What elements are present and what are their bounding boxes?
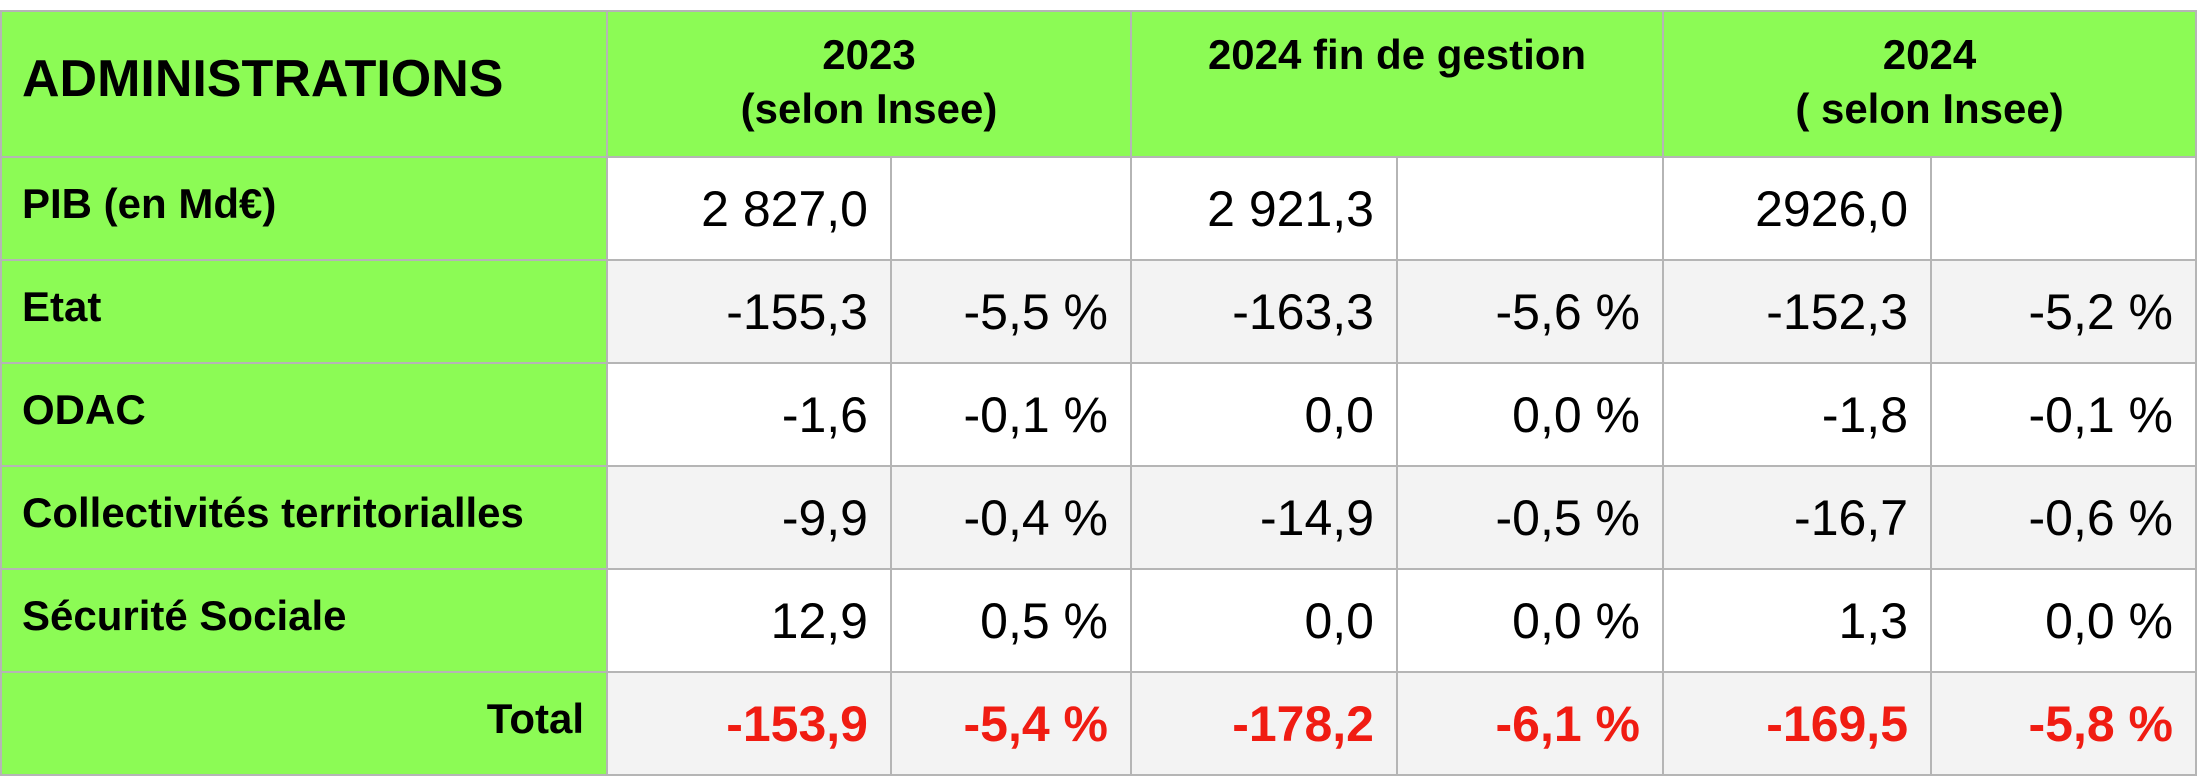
table-row-etat: Etat -155,3 -5,5 % -163,3 -5,6 % -152,3 … bbox=[0, 259, 2198, 364]
total-cell: -178,2 bbox=[1130, 671, 1398, 776]
table-cell: -1,6 bbox=[606, 362, 892, 467]
table-cell: -9,9 bbox=[606, 465, 892, 570]
total-cell: -6,1 % bbox=[1395, 671, 1665, 776]
table-row-total: Total -153,9 -5,4 % -178,2 -6,1 % -169,5… bbox=[0, 671, 2198, 776]
row-label: PIB (en Md€) bbox=[0, 156, 608, 261]
row-label: Sécurité Sociale bbox=[0, 568, 608, 673]
table-cell: -0,5 % bbox=[1395, 465, 1665, 570]
header-row: ADMINISTRATIONS 2023 (selon Insee) 2024 … bbox=[0, 10, 2198, 158]
table-cell: 0,0 bbox=[1130, 568, 1398, 673]
column-header-2024-fin-de-gestion: 2024 fin de gestion bbox=[1129, 10, 1665, 158]
table-cell: -16,7 bbox=[1662, 465, 1933, 570]
column-header-line: 2024 bbox=[1882, 31, 1977, 78]
total-cell: -169,5 bbox=[1662, 671, 1933, 776]
table-cell: -1,8 bbox=[1662, 362, 1933, 467]
table-cell: -5,2 % bbox=[1930, 259, 2198, 364]
table-cell: 2 921,3 bbox=[1130, 156, 1398, 261]
table-cell: 0,0 bbox=[1130, 362, 1398, 467]
table-cell: -5,6 % bbox=[1395, 259, 1665, 364]
table-cell: -0,1 % bbox=[1930, 362, 2198, 467]
column-header-line: ( selon Insee) bbox=[1795, 85, 2064, 132]
table-row-pib: PIB (en Md€) 2 827,0 2 921,3 2926,0 bbox=[0, 156, 2198, 261]
table-cell bbox=[1930, 156, 2198, 261]
table-cell: 12,9 bbox=[606, 568, 892, 673]
table-cell: 1,3 bbox=[1662, 568, 1933, 673]
row-label: Collectivités territorialles bbox=[0, 465, 608, 570]
table-cell: 0,0 % bbox=[1395, 362, 1665, 467]
table-cell: -14,9 bbox=[1130, 465, 1398, 570]
total-label: Total bbox=[0, 671, 608, 776]
corner-header: ADMINISTRATIONS bbox=[0, 10, 608, 158]
table-cell bbox=[890, 156, 1132, 261]
column-header-line: 2024 fin de gestion bbox=[1207, 31, 1587, 78]
table-cell: -5,5 % bbox=[890, 259, 1132, 364]
column-header-2023: 2023 (selon Insee) bbox=[606, 10, 1132, 158]
total-cell: -5,8 % bbox=[1930, 671, 2198, 776]
table-row-securite-sociale: Sécurité Sociale 12,9 0,5 % 0,0 0,0 % 1,… bbox=[0, 568, 2198, 673]
column-header-2024-insee: 2024 ( selon Insee) bbox=[1662, 10, 2198, 158]
table-cell: 0,0 % bbox=[1395, 568, 1665, 673]
table-row-odac: ODAC -1,6 -0,1 % 0,0 0,0 % -1,8 -0,1 % bbox=[0, 362, 2198, 467]
table-cell: -152,3 bbox=[1662, 259, 1933, 364]
column-header-line: (selon Insee) bbox=[740, 85, 998, 132]
row-label: Etat bbox=[0, 259, 608, 364]
table-cell: -0,6 % bbox=[1930, 465, 2198, 570]
total-cell: -153,9 bbox=[606, 671, 892, 776]
table-cell: -155,3 bbox=[606, 259, 892, 364]
table-cell bbox=[1395, 156, 1665, 261]
column-header-line: 2023 bbox=[822, 31, 916, 78]
row-label: ODAC bbox=[0, 362, 608, 467]
table-cell: -163,3 bbox=[1130, 259, 1398, 364]
table-cell: 2926,0 bbox=[1662, 156, 1933, 261]
table-cell: -0,1 % bbox=[890, 362, 1132, 467]
deficit-table: ADMINISTRATIONS 2023 (selon Insee) 2024 … bbox=[0, 10, 2198, 776]
table-cell: -0,4 % bbox=[890, 465, 1132, 570]
table-cell: 0,5 % bbox=[890, 568, 1132, 673]
total-cell: -5,4 % bbox=[890, 671, 1132, 776]
table-cell: 0,0 % bbox=[1930, 568, 2198, 673]
table-row-collectivites: Collectivités territorialles -9,9 -0,4 %… bbox=[0, 465, 2198, 570]
table-cell: 2 827,0 bbox=[606, 156, 892, 261]
